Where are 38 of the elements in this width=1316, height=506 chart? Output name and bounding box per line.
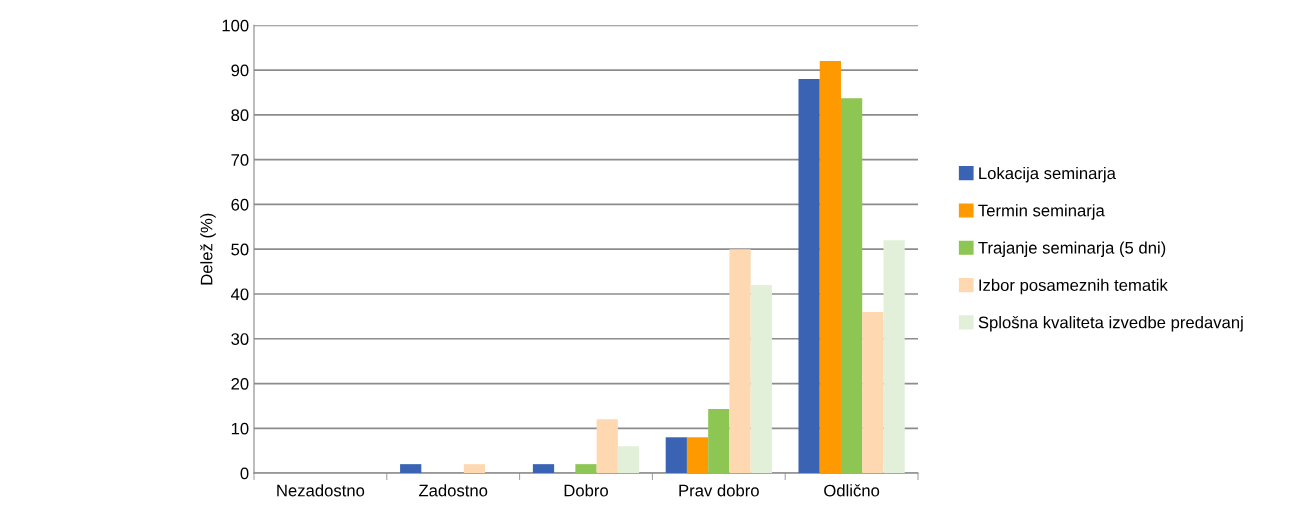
y-tick-label: 90 bbox=[231, 64, 249, 77]
bar bbox=[596, 419, 618, 474]
y-tick-label: 60 bbox=[231, 198, 249, 211]
bar bbox=[686, 437, 709, 474]
y-tick-label: 20 bbox=[231, 377, 249, 390]
y-tick-label: 50 bbox=[231, 243, 249, 256]
bar bbox=[708, 409, 730, 474]
legend-label: Lokacija seminarja bbox=[979, 166, 1116, 183]
bar bbox=[862, 311, 884, 474]
legend-label: Splošna kvaliteta izvedbe predavanj bbox=[978, 316, 1243, 332]
y-tick-label: 10 bbox=[231, 422, 249, 435]
y-tick-label: 0 bbox=[240, 467, 249, 480]
y-tick-label: 30 bbox=[231, 333, 249, 345]
y-tick-label: 40 bbox=[230, 288, 249, 301]
x-tick-label: Dobro bbox=[564, 484, 608, 497]
bar bbox=[463, 464, 486, 474]
bar bbox=[750, 285, 772, 474]
legend-label: Termin seminarja bbox=[978, 204, 1105, 220]
bar bbox=[883, 240, 905, 474]
y-tick-label: 100 bbox=[222, 19, 249, 32]
bar bbox=[798, 79, 820, 474]
x-tick-label: Odlično bbox=[824, 484, 880, 497]
legend-label: Izbor posameznih tematik bbox=[979, 278, 1168, 295]
x-tick-label: Nezadostno bbox=[277, 484, 365, 497]
bar bbox=[665, 437, 687, 474]
bar bbox=[400, 464, 422, 474]
x-tick-label: Prav dobro bbox=[679, 484, 759, 497]
legend-label: Trajanje seminarja (5 dni) bbox=[978, 241, 1166, 258]
y-axis-title: Delež (%) bbox=[200, 213, 216, 285]
bar bbox=[840, 98, 863, 474]
y-tick-label: 70 bbox=[231, 154, 249, 166]
bar bbox=[532, 464, 555, 474]
y-tick-label: 80 bbox=[231, 109, 249, 122]
bar bbox=[617, 446, 640, 474]
bar bbox=[819, 61, 841, 474]
bar bbox=[729, 249, 751, 474]
bar bbox=[575, 464, 597, 474]
x-tick-label: Zadostno bbox=[418, 484, 488, 497]
